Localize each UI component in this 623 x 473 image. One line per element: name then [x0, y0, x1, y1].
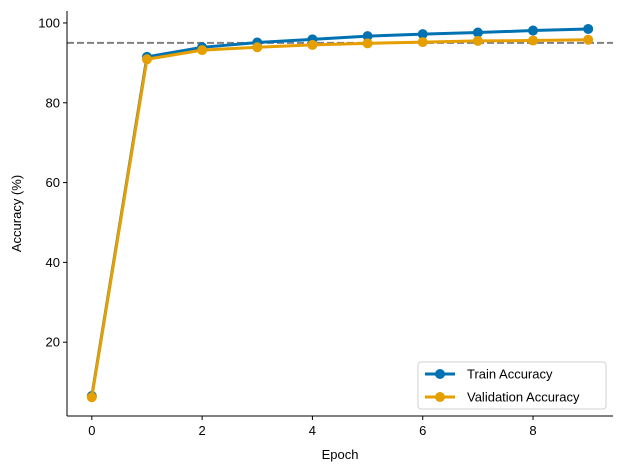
- y-tick-label: 80: [46, 95, 60, 110]
- series-1-point-4: [307, 39, 318, 50]
- y-axis-label: Accuracy (%): [9, 175, 24, 252]
- series-1-point-2: [197, 45, 208, 56]
- legend-box: [417, 361, 607, 410]
- series-0-point-9: [583, 23, 594, 34]
- legend-marker-1: [435, 392, 445, 402]
- x-tick-label: 6: [419, 423, 426, 438]
- legend: Train Accuracy Validation Accuracy: [417, 361, 607, 410]
- series-1-point-6: [417, 37, 428, 48]
- series-0-point-6: [417, 29, 428, 40]
- x-tick-label: 2: [199, 423, 206, 438]
- axes: 0 2 4 6 8 20 40 60 80 100: [38, 11, 613, 438]
- series-0-point-7: [472, 27, 483, 38]
- legend-label-1: Validation Accuracy: [467, 390, 580, 405]
- series-1-point-7: [472, 35, 483, 46]
- series-1-point-1: [141, 54, 152, 65]
- series-0-point-8: [528, 25, 539, 36]
- x-tick-label: 8: [529, 423, 536, 438]
- series-0-point-5: [362, 31, 373, 42]
- series-1-point-0: [86, 392, 97, 403]
- legend-marker-0: [435, 369, 445, 379]
- y-tick-label: 60: [46, 175, 60, 190]
- legend-label-0: Train Accuracy: [467, 367, 553, 382]
- plot-area: [67, 23, 613, 403]
- x-tick-label: 0: [88, 423, 95, 438]
- series-line-1: [90, 38, 589, 398]
- series-line-0: [90, 27, 589, 397]
- series-1-point-5: [362, 38, 373, 49]
- y-tick-label: 20: [46, 335, 60, 350]
- y-tick-label: 100: [38, 15, 60, 30]
- series-1-point-9: [583, 34, 594, 45]
- series-1-point-3: [252, 42, 263, 53]
- y-tick-label: 40: [46, 255, 60, 270]
- x-tick-label: 4: [309, 423, 316, 438]
- series-1-point-8: [528, 35, 539, 46]
- x-axis-label: Epoch: [322, 447, 359, 462]
